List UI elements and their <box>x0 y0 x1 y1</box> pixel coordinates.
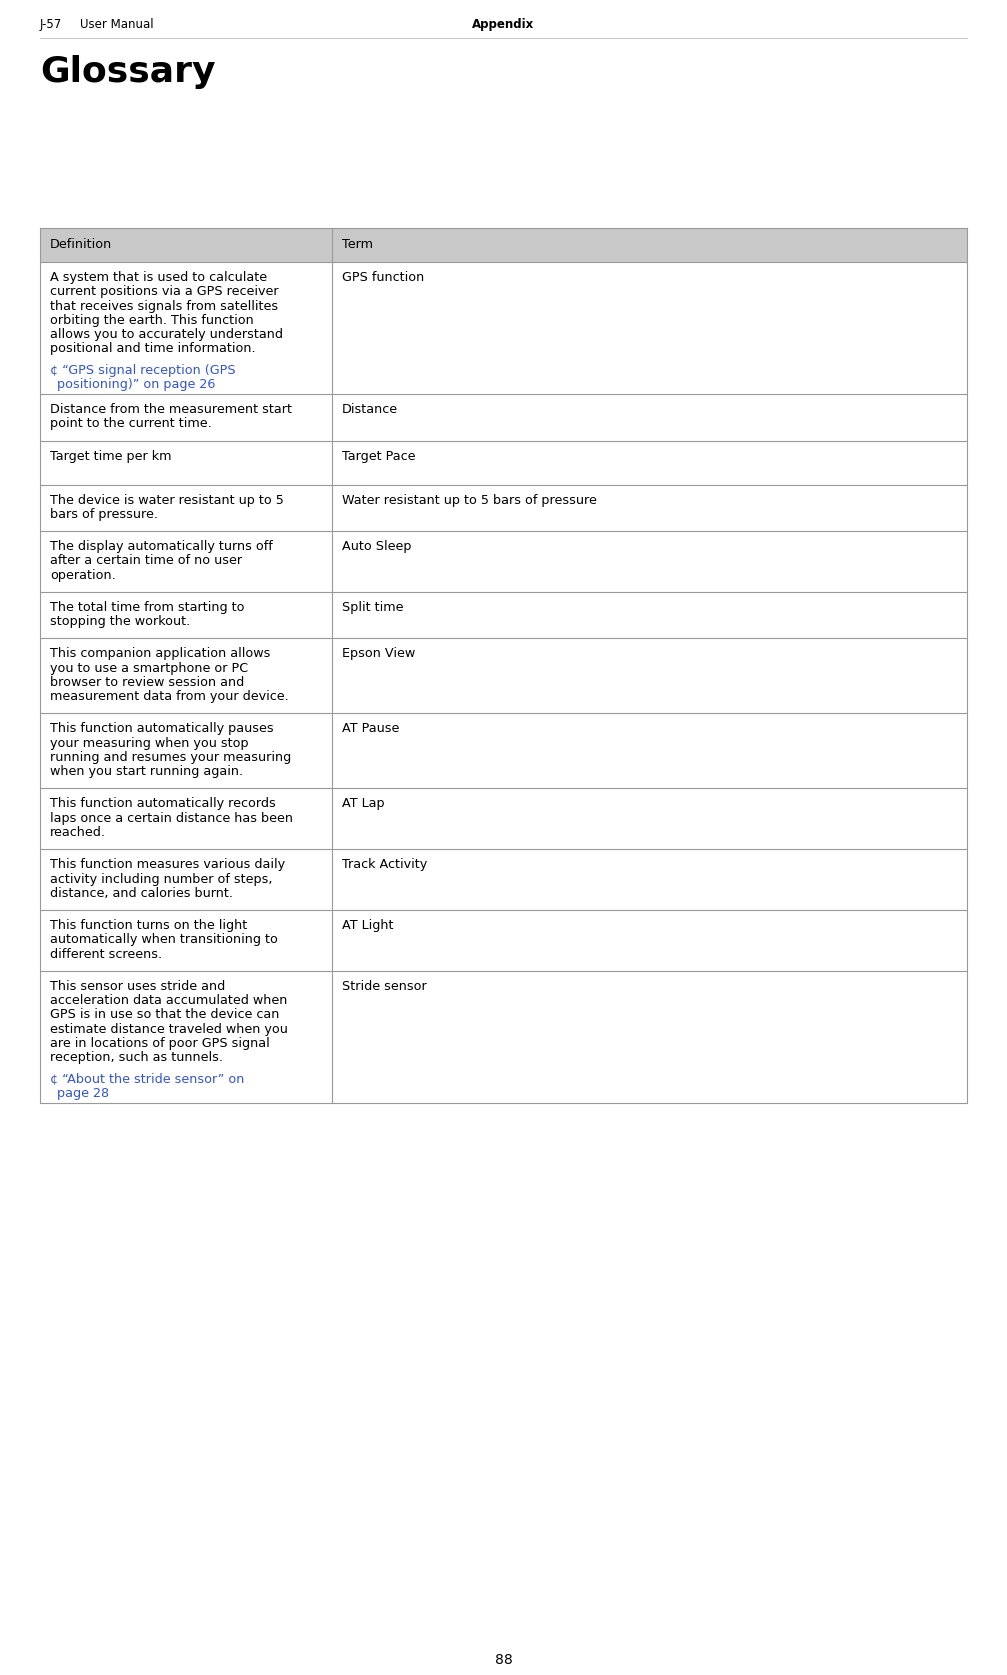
Bar <box>40 971 967 1102</box>
Text: AT Light: AT Light <box>342 920 394 931</box>
Text: estimate distance traveled when you: estimate distance traveled when you <box>50 1023 288 1035</box>
Text: Target time per km: Target time per km <box>50 449 171 462</box>
Text: different screens.: different screens. <box>50 948 162 960</box>
Text: The total time from starting to: The total time from starting to <box>50 601 245 615</box>
Text: A system that is used to calculate: A system that is used to calculate <box>50 271 267 285</box>
Text: when you start running again.: when you start running again. <box>50 765 243 779</box>
Text: after a certain time of no user: after a certain time of no user <box>50 554 242 568</box>
Text: are in locations of poor GPS signal: are in locations of poor GPS signal <box>50 1037 270 1050</box>
Text: browser to review session and: browser to review session and <box>50 677 245 688</box>
Text: acceleration data accumulated when: acceleration data accumulated when <box>50 993 287 1007</box>
Bar <box>40 484 967 531</box>
Text: positioning)” on page 26: positioning)” on page 26 <box>57 379 215 390</box>
Text: J-57     User Manual: J-57 User Manual <box>40 18 155 32</box>
Bar <box>40 910 967 972</box>
Text: point to the current time.: point to the current time. <box>50 417 211 430</box>
Text: 88: 88 <box>494 1653 513 1667</box>
Text: Stride sensor: Stride sensor <box>342 980 427 993</box>
Text: This function automatically records: This function automatically records <box>50 797 276 811</box>
Text: This function automatically pauses: This function automatically pauses <box>50 722 274 735</box>
Text: distance, and calories burnt.: distance, and calories burnt. <box>50 886 233 899</box>
Text: you to use a smartphone or PC: you to use a smartphone or PC <box>50 662 249 675</box>
Bar <box>40 441 967 484</box>
Text: AT Pause: AT Pause <box>342 722 400 735</box>
Bar <box>40 394 967 441</box>
Text: Term: Term <box>342 238 373 251</box>
Text: This sensor uses stride and: This sensor uses stride and <box>50 980 226 993</box>
Text: measurement data from your device.: measurement data from your device. <box>50 690 289 703</box>
Text: Definition: Definition <box>50 238 112 251</box>
Text: that receives signals from satellites: that receives signals from satellites <box>50 300 278 313</box>
Text: activity including number of steps,: activity including number of steps, <box>50 873 273 886</box>
Text: reached.: reached. <box>50 826 106 839</box>
Text: allows you to accurately understand: allows you to accurately understand <box>50 328 283 342</box>
Text: page 28: page 28 <box>57 1087 109 1100</box>
Text: AT Lap: AT Lap <box>342 797 385 811</box>
Text: Glossary: Glossary <box>40 55 215 89</box>
Bar <box>40 591 967 638</box>
Text: Distance from the measurement start: Distance from the measurement start <box>50 404 292 415</box>
Text: Split time: Split time <box>342 601 404 615</box>
Text: Appendix: Appendix <box>472 18 535 32</box>
Text: reception, such as tunnels.: reception, such as tunnels. <box>50 1052 223 1064</box>
Text: Epson View: Epson View <box>342 648 415 660</box>
Bar <box>40 261 967 394</box>
Bar <box>40 531 967 591</box>
Text: laps once a certain distance has been: laps once a certain distance has been <box>50 812 293 824</box>
Text: ¢ “GPS signal reception (GPS: ¢ “GPS signal reception (GPS <box>50 363 236 377</box>
Text: current positions via a GPS receiver: current positions via a GPS receiver <box>50 285 279 298</box>
Text: bars of pressure.: bars of pressure. <box>50 508 158 521</box>
Text: This function measures various daily: This function measures various daily <box>50 858 285 871</box>
Text: Target Pace: Target Pace <box>342 449 416 462</box>
Text: GPS function: GPS function <box>342 271 424 285</box>
Text: This function turns on the light: This function turns on the light <box>50 920 248 931</box>
Bar <box>40 228 967 261</box>
Text: The display automatically turns off: The display automatically turns off <box>50 539 273 553</box>
Text: orbiting the earth. This function: orbiting the earth. This function <box>50 313 254 327</box>
Text: ¢ “About the stride sensor” on: ¢ “About the stride sensor” on <box>50 1072 245 1085</box>
Text: automatically when transitioning to: automatically when transitioning to <box>50 933 278 946</box>
Text: Distance: Distance <box>342 404 398 415</box>
Text: Auto Sleep: Auto Sleep <box>342 539 412 553</box>
Text: Water resistant up to 5 bars of pressure: Water resistant up to 5 bars of pressure <box>342 494 597 506</box>
Text: positional and time information.: positional and time information. <box>50 342 256 355</box>
Text: stopping the workout.: stopping the workout. <box>50 615 190 628</box>
Text: your measuring when you stop: your measuring when you stop <box>50 737 249 750</box>
Bar <box>40 638 967 714</box>
Text: The device is water resistant up to 5: The device is water resistant up to 5 <box>50 494 284 506</box>
Text: This companion application allows: This companion application allows <box>50 648 270 660</box>
Text: Track Activity: Track Activity <box>342 858 427 871</box>
Bar <box>40 789 967 849</box>
Text: operation.: operation. <box>50 568 116 581</box>
Bar <box>40 849 967 910</box>
Bar <box>40 714 967 789</box>
Text: running and resumes your measuring: running and resumes your measuring <box>50 750 291 764</box>
Text: GPS is in use so that the device can: GPS is in use so that the device can <box>50 1008 279 1022</box>
